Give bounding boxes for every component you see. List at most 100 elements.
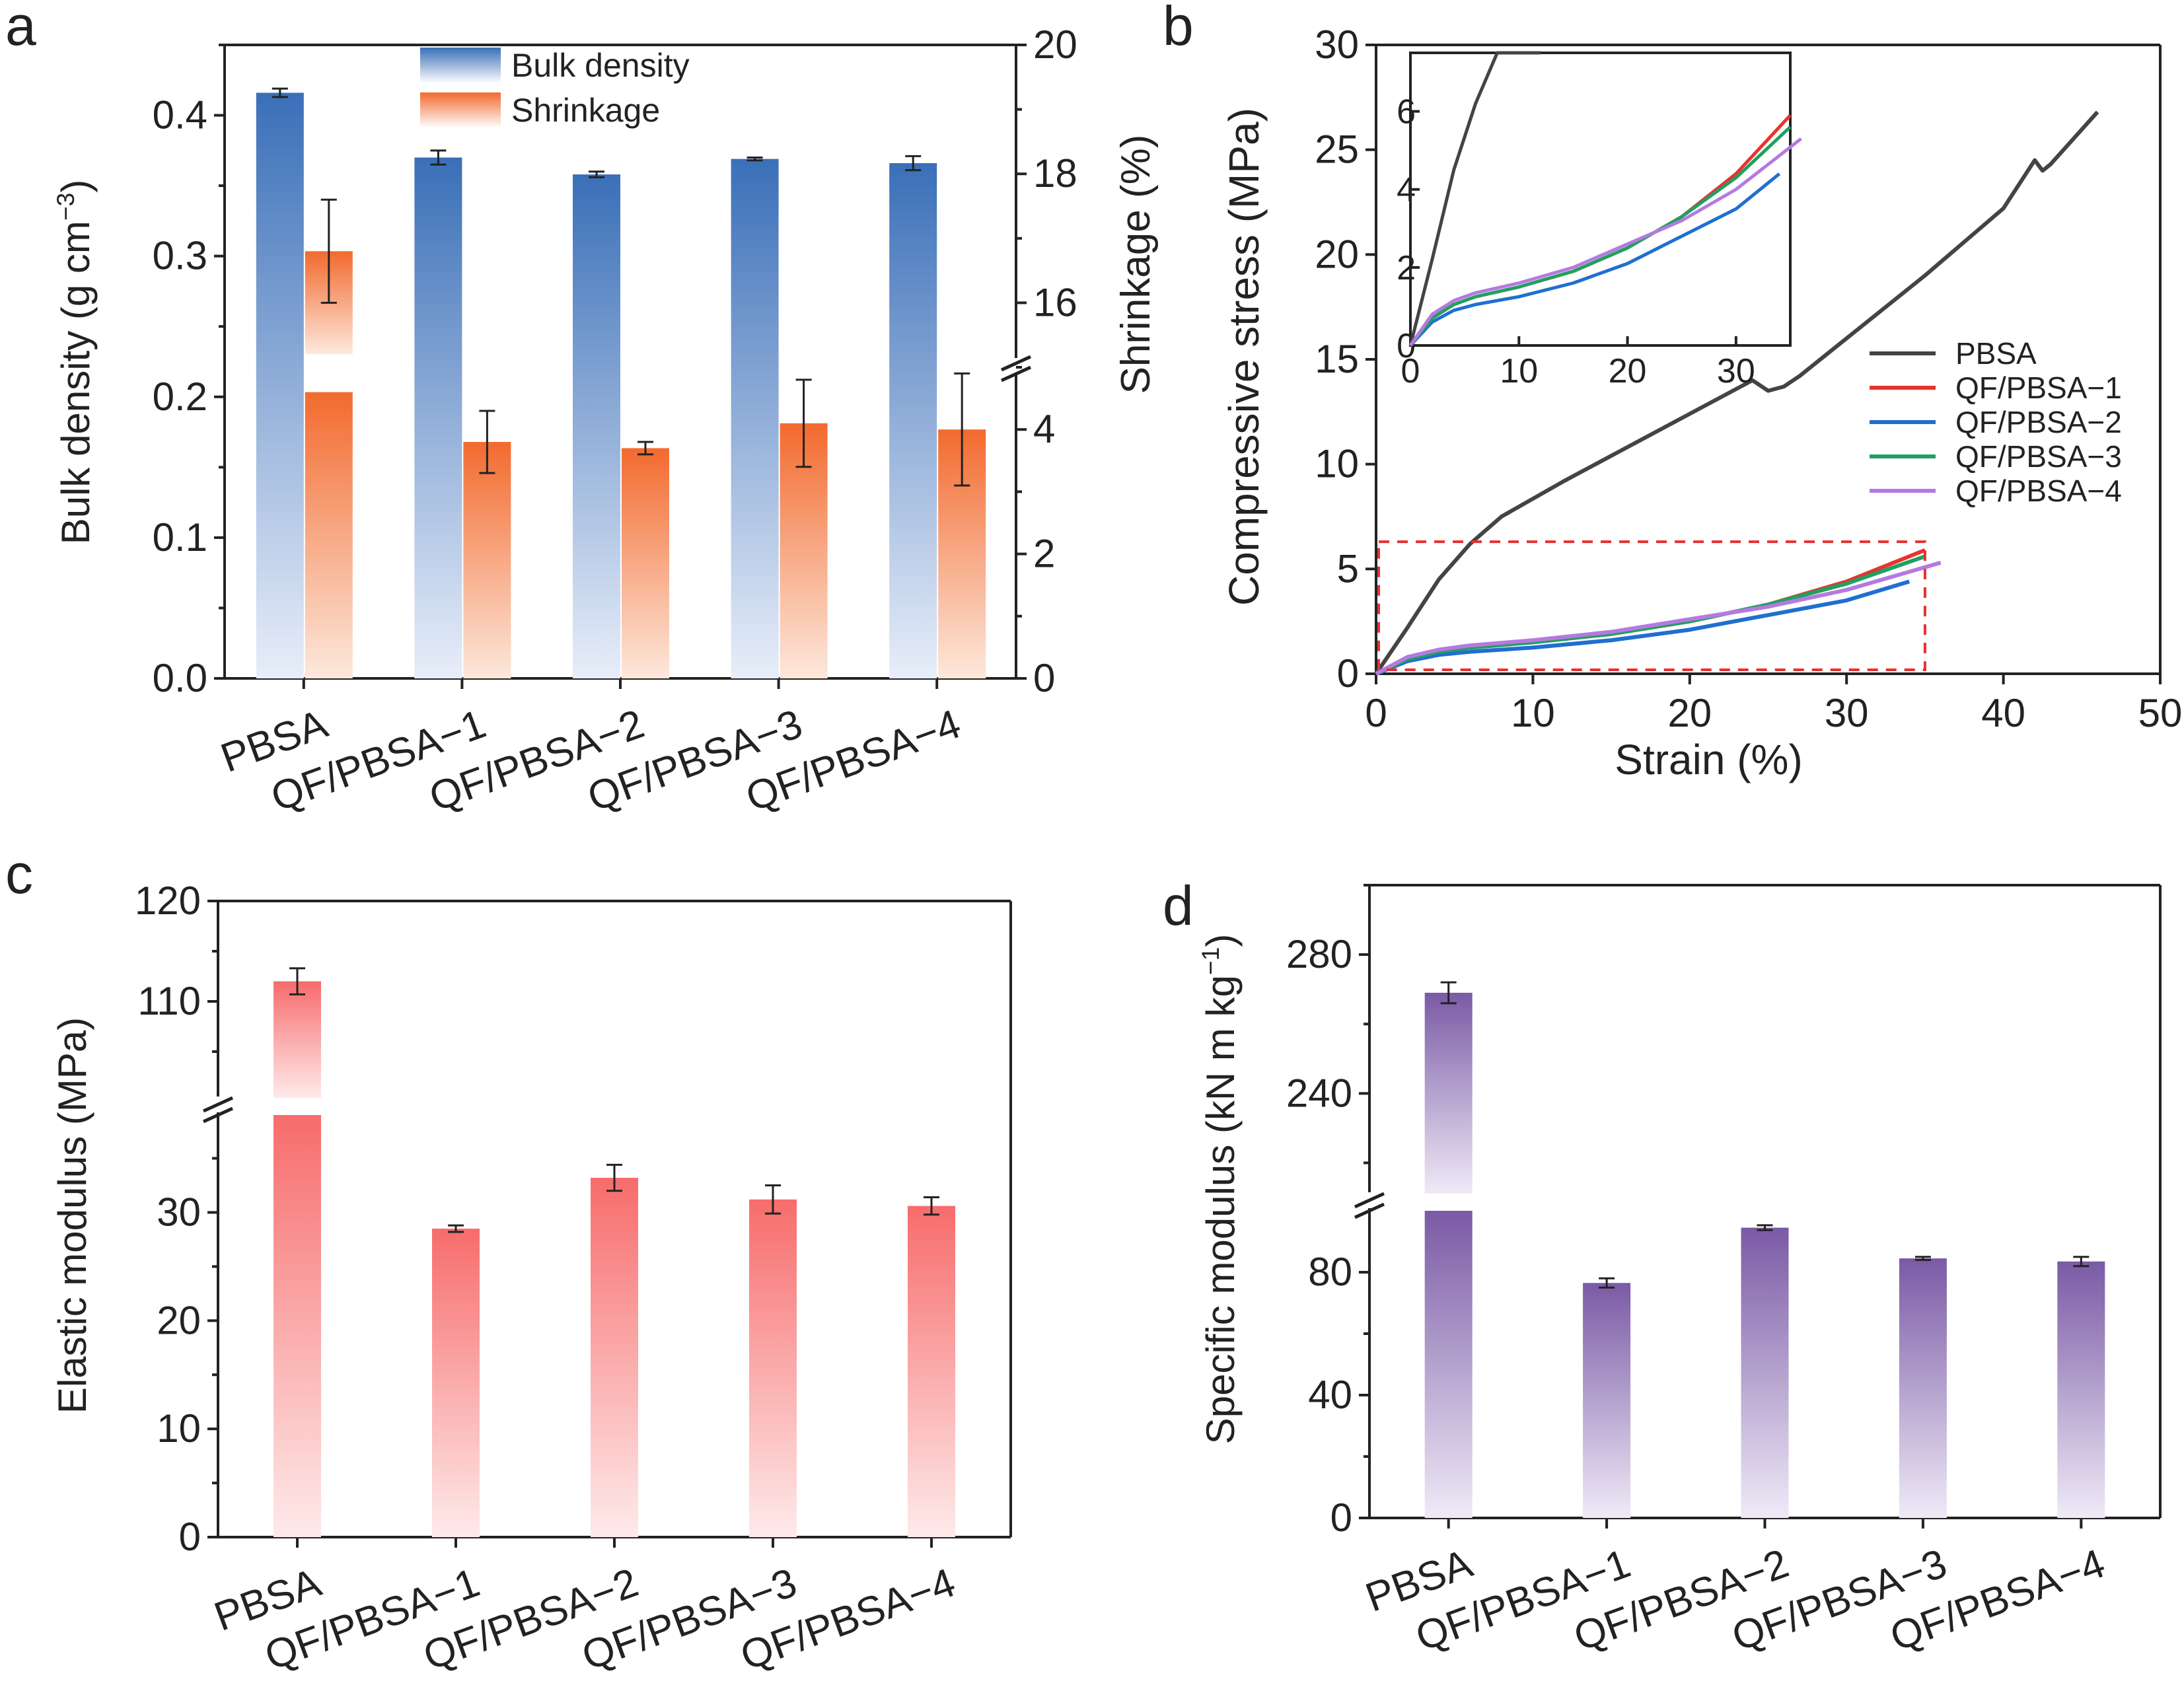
bar-shrinkage-2 <box>622 448 669 678</box>
y2tick-label-upper-0: 16 <box>1033 280 1077 324</box>
bar-lower-panel-d-0 <box>1424 1211 1473 1518</box>
panel-label-b: b <box>1163 0 1194 57</box>
xtick-label-b-4: 40 <box>1981 691 2025 735</box>
legend-swatch-shrinkage <box>420 92 501 128</box>
panel-a-chart: 0.0 0.1 0.2 0.3 0.4 0 2 4 16 18 20 Bulk density (g … <box>52 22 1159 820</box>
series-line-3 <box>1375 554 1926 676</box>
highlight-box <box>1377 540 1926 672</box>
ytick-label-panel-d-1: 40 <box>1308 1373 1352 1417</box>
bar-bulk-density-4 <box>889 163 937 679</box>
bar-bulk-density-3 <box>731 159 779 678</box>
panel-label-d: d <box>1163 875 1194 937</box>
axis-break-panel-d-2 <box>1354 1202 1385 1219</box>
bar-panel-c-2 <box>591 1178 638 1537</box>
legend-label-1: QF/PBSA−1 <box>1955 371 2122 405</box>
ytick-label-panel-c-1: 10 <box>157 1406 201 1451</box>
legend-label-2: QF/PBSA−2 <box>1955 405 2122 439</box>
xtick-label-b-3: 30 <box>1825 691 1869 735</box>
inset-series-line-0 <box>1408 51 1541 346</box>
axis-break-panel-d-1 <box>1354 1192 1385 1209</box>
legend-label-bulk-density: Bulk density <box>511 47 690 84</box>
ytick-label-panel-c-4: 110 <box>137 979 201 1023</box>
ylabel-panel-d: Specific modulus (kN m kg−1) <box>1196 934 1243 1445</box>
series-line-1 <box>1375 548 1926 676</box>
ytick-label-panel-d-0: 0 <box>1330 1495 1352 1540</box>
ytick-label-a-2: 0.2 <box>153 375 207 419</box>
ytick-label-panel-d-2: 80 <box>1308 1250 1352 1294</box>
series-line-2 <box>1375 579 1911 676</box>
ytick-label-panel-c-5: 120 <box>135 879 201 923</box>
y2tick-label-lower-1: 2 <box>1033 532 1055 576</box>
ytick-label-a-1: 0.1 <box>153 515 207 559</box>
legend-label-3: QF/PBSA−3 <box>1955 439 2122 474</box>
bar-lower-panel-c-0 <box>273 1115 321 1537</box>
xtick-label-b-0: 0 <box>1365 691 1387 735</box>
inset-frame <box>1409 52 1792 347</box>
bar-upper-panel-d-0 <box>1424 992 1473 1194</box>
axis-right-break-2 <box>1000 365 1032 382</box>
ytick-label-panel-c-2: 20 <box>157 1298 201 1342</box>
bar-bulk-density-1 <box>414 157 462 678</box>
y2tick-label-upper-2: 20 <box>1033 22 1077 67</box>
inset-xtick-label-3: 30 <box>1717 352 1755 390</box>
ytick-label-a-0: 0.0 <box>153 656 207 700</box>
y2tick-label-lower-0: 0 <box>1033 656 1055 700</box>
legend-label-0: PBSA <box>1955 336 2037 371</box>
inset-series-line-2 <box>1409 172 1781 347</box>
y2tick-label-lower-2: 4 <box>1033 407 1055 451</box>
bar-bulk-density-2 <box>573 174 620 678</box>
series-line-4 <box>1375 560 1942 676</box>
inset-series-line-3 <box>1409 126 1792 347</box>
inset-ytick-label-3: 6 <box>1397 93 1416 131</box>
y2label-a: Shrinkage (%) <box>1113 135 1159 394</box>
axis-right-break-1 <box>1000 355 1032 372</box>
ytick-label-panel-c-3: 30 <box>157 1190 201 1234</box>
bar-shrinkage-lower-0 <box>305 392 353 678</box>
bar-panel-c-1 <box>432 1229 480 1537</box>
ylabel-panel-c: Elastic modulus (MPa) <box>50 1017 94 1414</box>
ylabel-a: Bulk density (g cm−3) <box>52 180 98 545</box>
bar-panel-d-4 <box>2057 1261 2105 1518</box>
inset-series-line-4 <box>1408 137 1802 347</box>
ytick-label-b-4: 20 <box>1315 232 1359 276</box>
bar-panel-c-4 <box>908 1206 955 1537</box>
bar-bulk-density-0 <box>256 92 304 679</box>
xlabel-b: Strain (%) <box>1615 736 1803 783</box>
ytick-label-a-3: 0.3 <box>153 234 207 278</box>
inset-xtick-label-2: 20 <box>1609 352 1647 390</box>
series-line-0 <box>1374 110 2099 675</box>
ytick-label-b-2: 10 <box>1315 442 1359 486</box>
legend-swatch-bulk-density <box>420 48 501 83</box>
ytick-label-a-4: 0.4 <box>153 93 207 137</box>
axis-break-panel-c-2 <box>202 1106 234 1124</box>
inset-ytick-label-2: 4 <box>1397 171 1416 209</box>
legend-label-4: QF/PBSA−4 <box>1955 474 2122 508</box>
inset-ytick-label-1: 2 <box>1397 249 1416 287</box>
inset-xtick-label-0: 0 <box>1401 352 1420 390</box>
xtick-label-b-2: 20 <box>1667 691 1712 735</box>
inset-xtick-label-1: 10 <box>1500 352 1538 390</box>
ytick-label-panel-d-4: 280 <box>1286 932 1352 976</box>
ylabel-b: Compressive stress (MPa) <box>1220 108 1268 606</box>
bar-panel-c-3 <box>749 1199 797 1537</box>
ytick-label-panel-d-3: 240 <box>1286 1071 1352 1115</box>
bar-panel-d-3 <box>1899 1258 1947 1518</box>
ytick-label-b-5: 25 <box>1315 127 1359 172</box>
bar-panel-d-2 <box>1741 1227 1789 1518</box>
bar-panel-d-1 <box>1583 1283 1631 1518</box>
y2tick-label-upper-1: 18 <box>1033 151 1077 196</box>
bar-shrinkage-1 <box>463 442 511 678</box>
panel-label-a: a <box>5 0 36 57</box>
xtick-label-b-1: 10 <box>1511 691 1555 735</box>
ytick-label-panel-c-0: 0 <box>179 1515 201 1559</box>
panel-label-c: c <box>5 843 33 905</box>
ytick-label-b-0: 0 <box>1337 651 1359 696</box>
bar-upper-panel-c-0 <box>273 981 321 1098</box>
ytick-label-b-1: 5 <box>1337 546 1359 591</box>
ytick-label-b-6: 30 <box>1315 22 1359 67</box>
axis-break-panel-c-1 <box>202 1096 234 1113</box>
